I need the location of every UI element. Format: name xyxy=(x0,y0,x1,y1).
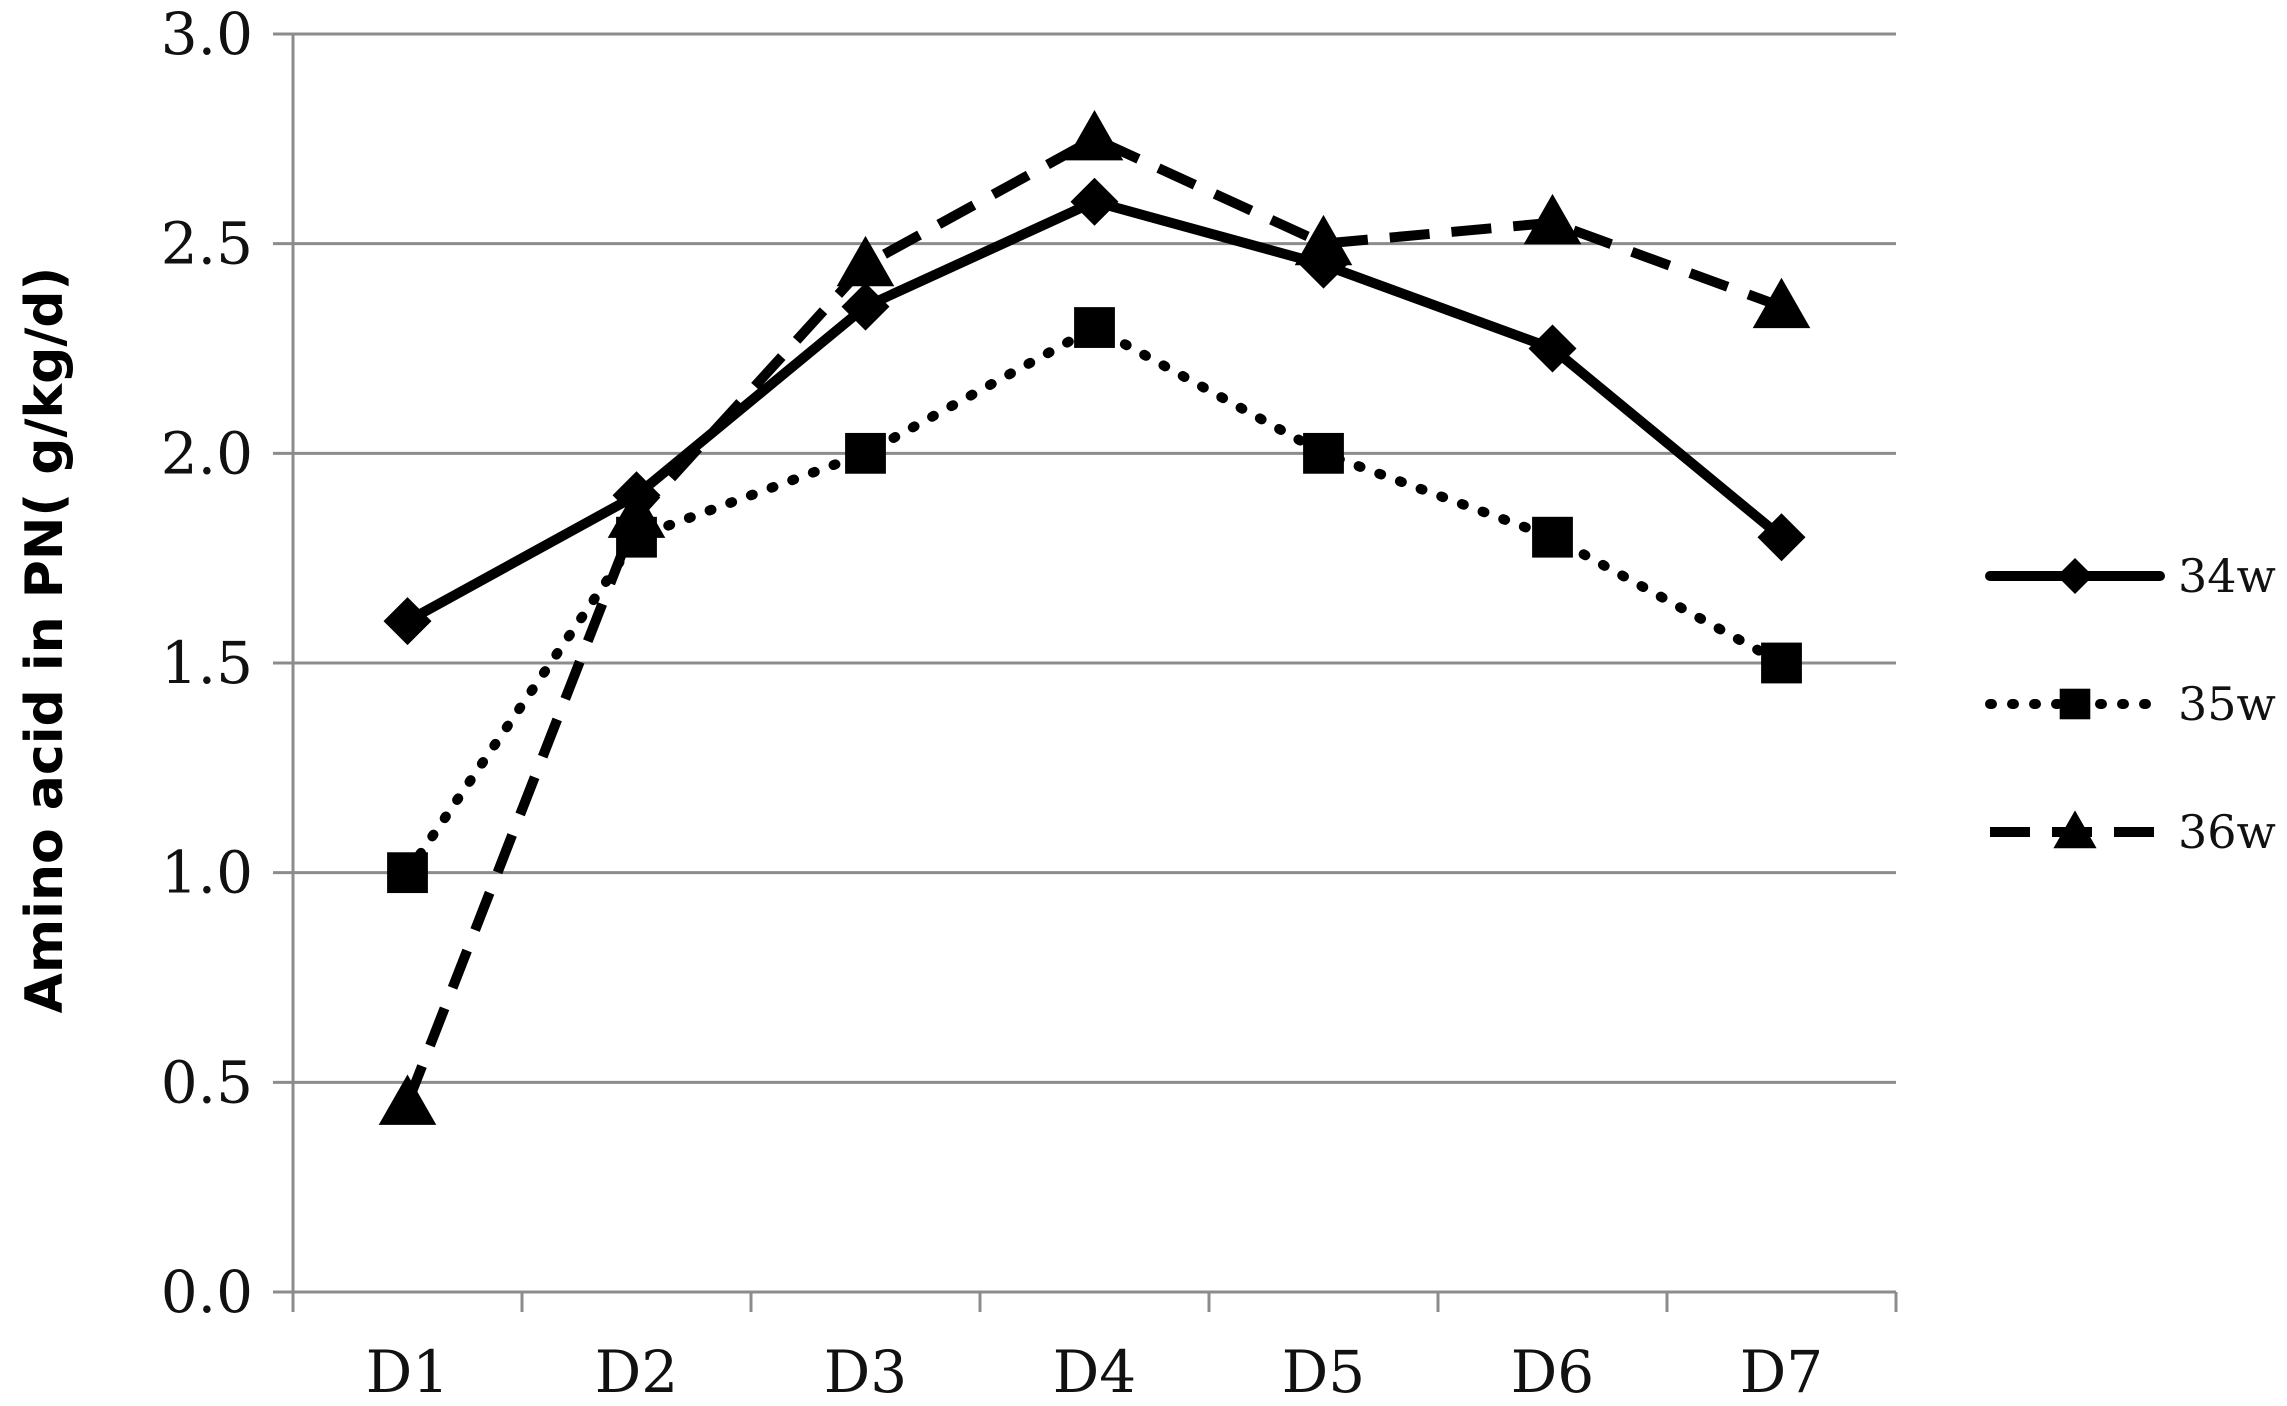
legend-swatch-marker xyxy=(2053,810,2097,849)
series-34w xyxy=(383,177,1806,646)
legend-label: 34w xyxy=(2178,549,2276,603)
y-tick-label: 1.5 xyxy=(161,629,253,697)
data-point-36w-D6 xyxy=(1523,193,1582,245)
legend-swatch-marker xyxy=(2057,558,2093,594)
y-tick-label: 0.5 xyxy=(161,1048,253,1116)
series-line-35w xyxy=(402,322,1787,878)
data-point-35w-D3 xyxy=(845,432,886,474)
y-tick-label: 3.0 xyxy=(161,0,253,68)
series-lines xyxy=(378,110,1811,1125)
x-tick-label: D6 xyxy=(1511,1338,1594,1406)
y-axis-label: Amino acid in PN( g/kg/d) xyxy=(15,267,75,1014)
y-tick-label: 1.0 xyxy=(161,839,253,907)
data-point-36w-D7 xyxy=(1752,277,1811,329)
data-point-36w-D5 xyxy=(1294,214,1353,266)
series-35w xyxy=(387,307,1802,894)
data-point-35w-D7 xyxy=(1761,642,1802,684)
data-point-34w-D6 xyxy=(1528,324,1577,373)
data-point-36w-D2 xyxy=(607,487,666,538)
data-point-35w-D5 xyxy=(1303,432,1344,474)
y-tick-label: 2.5 xyxy=(161,210,253,278)
y-tick-labels: 0.0 0.5 1.0 1.5 2.0 2.5 3.0 xyxy=(161,0,253,1326)
x-tick-label: D5 xyxy=(1282,1338,1365,1406)
x-tick-label: D1 xyxy=(366,1338,449,1406)
series-36w xyxy=(378,110,1811,1125)
legend-entry-34w: 34w xyxy=(1985,549,2276,603)
legend: 34w 35w 36w xyxy=(1985,549,2276,859)
y-tick-label: 0.0 xyxy=(161,1258,253,1326)
x-tick-label: D7 xyxy=(1740,1338,1823,1406)
data-point-34w-D4 xyxy=(1070,177,1119,226)
legend-label: 36w xyxy=(2178,805,2276,859)
x-tick-labels: D1 D2 D3 D4 D5 D6 D7 xyxy=(366,1338,1823,1406)
legend-entry-35w: 35w xyxy=(1985,677,2276,731)
y-tick-label: 2.0 xyxy=(161,419,253,487)
data-point-35w-D6 xyxy=(1532,516,1573,558)
legend-swatch-marker xyxy=(2059,688,2091,720)
series-line-34w xyxy=(402,196,1787,627)
grid-lines xyxy=(293,32,1896,1084)
data-point-36w-D1 xyxy=(378,1074,437,1125)
axes xyxy=(273,32,1898,1312)
data-point-34w-D3 xyxy=(841,282,890,331)
series-line-36w xyxy=(402,133,1784,1106)
legend-label: 35w xyxy=(2178,677,2276,731)
data-point-34w-D1 xyxy=(383,597,432,646)
data-point-35w-D4 xyxy=(1074,307,1115,348)
x-tick-label: D2 xyxy=(595,1338,678,1406)
data-point-36w-D3 xyxy=(836,235,895,287)
legend-entry-36w: 36w xyxy=(1990,805,2276,859)
data-point-36w-D4 xyxy=(1065,110,1124,161)
data-point-35w-D1 xyxy=(387,852,428,894)
data-point-34w-D7 xyxy=(1757,513,1806,562)
x-tick-label: D3 xyxy=(824,1338,907,1406)
x-tick-label: D4 xyxy=(1053,1338,1136,1406)
